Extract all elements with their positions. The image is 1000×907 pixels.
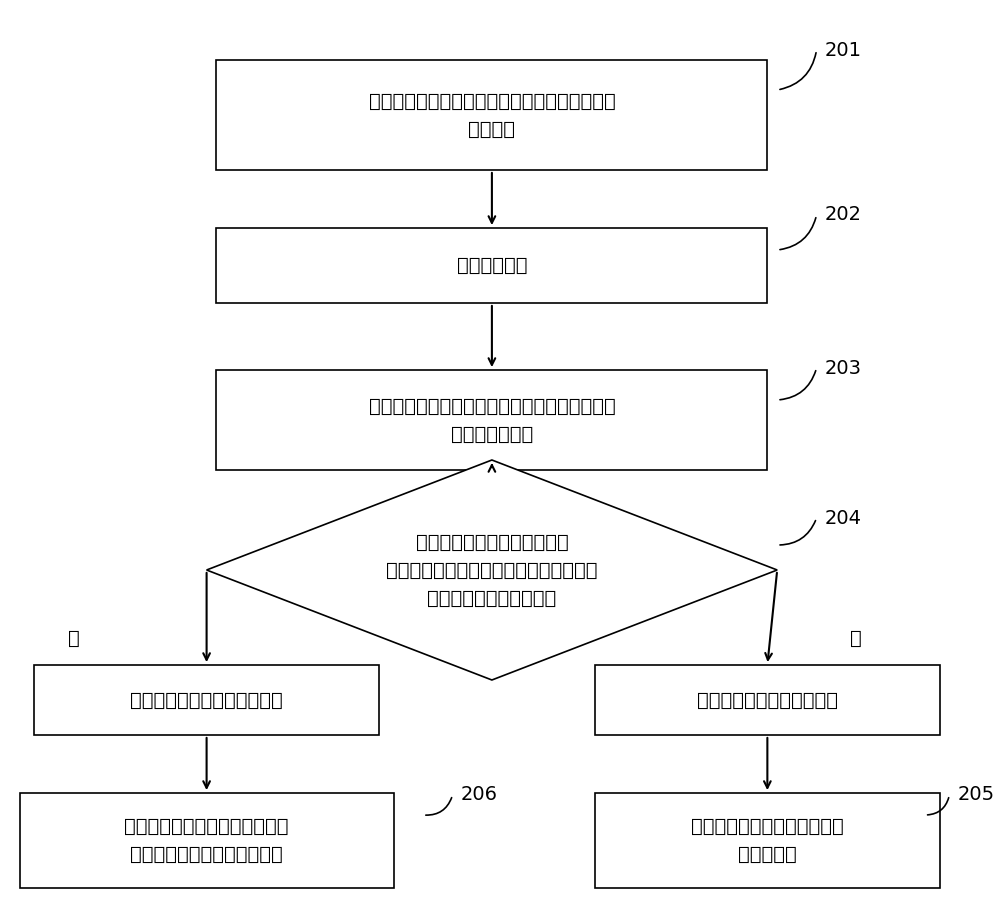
Text: 205: 205	[957, 785, 994, 805]
Bar	[216, 370, 767, 470]
Text: 否: 否	[68, 629, 80, 648]
Text: 在所述电容式触摸屏上显示第
一输出结果: 在所述电容式触摸屏上显示第 一输出结果	[691, 816, 844, 863]
Text: 所述电容式触摸屏未通过检测: 所述电容式触摸屏未通过检测	[130, 690, 283, 709]
Text: 204: 204	[824, 509, 861, 528]
Text: 201: 201	[824, 41, 861, 60]
Text: 侦测电容式触摸屏并获取所述电容式触摸屏的感
应通道的检测值: 侦测电容式触摸屏并获取所述电容式触摸屏的感 应通道的检测值	[369, 396, 615, 444]
Text: 是: 是	[850, 629, 862, 648]
Text: 所述电容式触摸屏通过检测: 所述电容式触摸屏通过检测	[697, 690, 838, 709]
Text: 206: 206	[460, 785, 497, 805]
Text: 在所述电子设备中存储电容式触摸屏的感应通道
的基准值: 在所述电子设备中存储电容式触摸屏的感应通道 的基准值	[369, 92, 615, 139]
Bar	[34, 665, 379, 735]
Bar	[216, 228, 767, 303]
Bar	[595, 793, 940, 888]
Bar	[216, 60, 767, 170]
Text: 203: 203	[824, 358, 861, 377]
Text: 输出第一标识信息并在所述电容
式触摸屏上显示第二输出结果: 输出第一标识信息并在所述电容 式触摸屏上显示第二输出结果	[124, 816, 289, 863]
Text: 202: 202	[824, 206, 861, 225]
Bar	[20, 793, 394, 888]
Text: 电子设备开机: 电子设备开机	[457, 256, 527, 275]
Polygon shape	[207, 460, 777, 680]
Text: 将感应通道的基准值和检测值
进行比对，检测值和对应的基准值的差值
是否未超出第一差值范围: 将感应通道的基准值和检测值 进行比对，检测值和对应的基准值的差值 是否未超出第一…	[386, 532, 598, 608]
Bar	[595, 665, 940, 735]
